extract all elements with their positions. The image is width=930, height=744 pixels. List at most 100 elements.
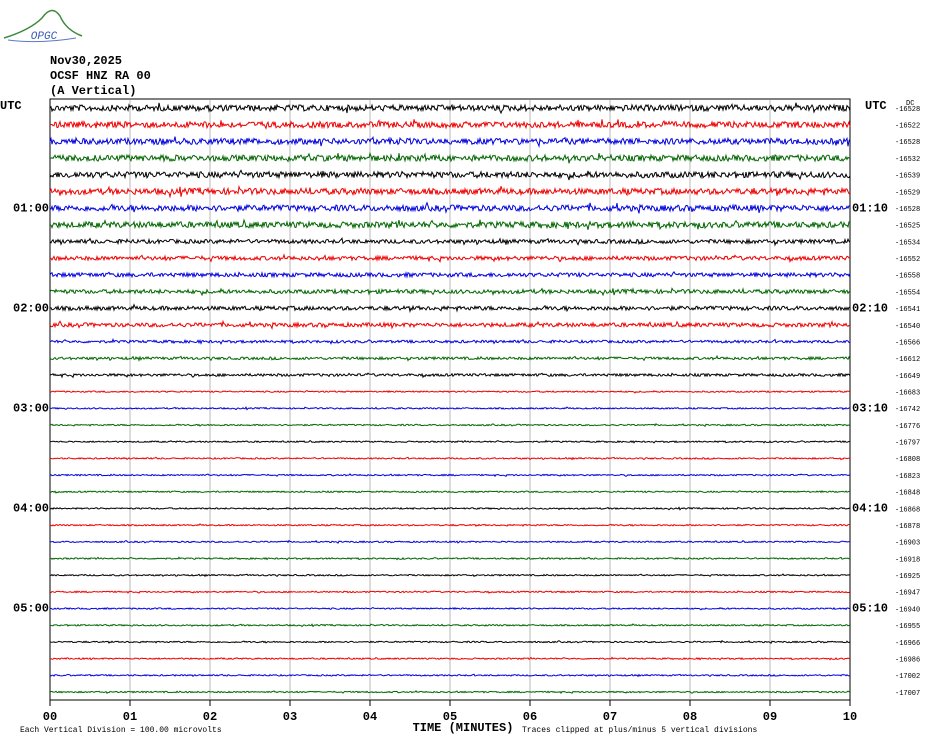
trace (49, 556, 851, 561)
trace (49, 606, 851, 611)
trace-offset: -16947 (895, 590, 920, 598)
trace (49, 590, 851, 594)
trace (49, 201, 851, 215)
dc-label: DC (906, 100, 914, 108)
trace (49, 337, 851, 345)
trace (49, 169, 851, 181)
hour-label: 03:00 (13, 402, 49, 416)
trace-offset: -16534 (895, 239, 920, 247)
x-tick-label: 06 (523, 710, 537, 724)
hour-label-right: 02:10 (852, 301, 888, 315)
x-tick-label: 07 (603, 710, 617, 724)
trace (49, 406, 851, 411)
hour-label-right: 04:10 (852, 502, 888, 516)
trace-offset: -16529 (895, 189, 920, 197)
trace-offset: -16552 (895, 256, 920, 264)
trace-offset: -16940 (895, 606, 920, 614)
trace (49, 573, 851, 578)
trace (49, 372, 851, 379)
logo-text: OPGC (31, 31, 58, 43)
utc-right: UTC (865, 99, 887, 113)
trace (49, 623, 851, 628)
x-tick-label: 03 (283, 710, 297, 724)
hour-label-right: 03:10 (852, 402, 888, 416)
trace-offset: -16525 (895, 223, 920, 231)
x-tick-label: 05 (443, 710, 457, 724)
trace (49, 673, 851, 678)
trace (49, 287, 851, 297)
trace (49, 506, 851, 511)
trace (49, 237, 851, 247)
trace-offset: -16903 (895, 540, 920, 548)
trace-offset: -16878 (895, 523, 920, 531)
x-tick-label: 09 (763, 710, 777, 724)
trace-offset: -16532 (895, 156, 920, 164)
trace (49, 218, 851, 231)
footer-left: Each Vertical Division = 100.00 microvol… (20, 726, 222, 735)
trace-offset: -16566 (895, 339, 920, 347)
station: OCSF HNZ RA 00 (50, 69, 151, 83)
date: Nov30,2025 (50, 54, 122, 68)
trace-offset: -17002 (895, 673, 920, 681)
trace (49, 253, 851, 264)
trace-offset: -16986 (895, 656, 920, 664)
hour-label: 05:00 (13, 602, 49, 616)
x-tick-label: 10 (843, 710, 857, 724)
trace-offset: -16649 (895, 373, 920, 381)
trace (49, 439, 851, 444)
hour-label: 02:00 (13, 301, 49, 315)
trace (49, 119, 851, 130)
x-tick-label: 00 (43, 710, 57, 724)
trace-offset: -16823 (895, 473, 920, 481)
trace (49, 354, 851, 363)
trace-offset: -16554 (895, 289, 920, 297)
trace-offset: -16868 (895, 506, 920, 514)
trace (49, 473, 851, 478)
trace-offset: -16528 (895, 139, 920, 147)
utc-left: UTC (0, 99, 22, 113)
hour-label-right: 05:10 (852, 602, 888, 616)
trace-offset: -16918 (895, 556, 920, 564)
trace (49, 136, 851, 148)
x-tick-label: 08 (683, 710, 697, 724)
trace (49, 656, 851, 661)
hour-label: 01:00 (13, 201, 49, 215)
x-tick-label: 04 (363, 710, 377, 724)
trace-offset: -16612 (895, 356, 920, 364)
trace (49, 319, 850, 331)
trace (49, 490, 850, 494)
trace-offset: -16925 (895, 573, 920, 581)
trace-offset: -16539 (895, 173, 920, 181)
trace-offset: -16742 (895, 406, 920, 414)
trace-offset: -16528 (895, 206, 920, 214)
trace-offset: -16966 (895, 640, 920, 648)
trace-offset: -16848 (895, 490, 920, 498)
trace (49, 270, 851, 279)
trace-offset: -16683 (895, 390, 920, 398)
trace-offset: -16797 (895, 440, 920, 448)
trace (49, 456, 851, 461)
trace-offset: -16558 (895, 273, 920, 281)
x-tick-label: 01 (123, 710, 137, 724)
trace-offset: -16522 (895, 123, 920, 131)
trace (50, 539, 851, 544)
trace (49, 102, 851, 115)
trace (49, 523, 850, 528)
trace (49, 184, 851, 199)
component: (A Vertical) (50, 84, 136, 98)
footer-right: Traces clipped at plus/minus 5 vertical … (522, 726, 757, 735)
x-title: TIME (MINUTES) (413, 721, 514, 735)
trace (49, 151, 851, 164)
trace-offset: -16541 (895, 306, 920, 314)
x-tick-label: 02 (203, 710, 217, 724)
trace (49, 423, 851, 428)
trace (49, 690, 851, 694)
trace-offset: -16955 (895, 623, 920, 631)
logo: OPGC (3, 9, 83, 43)
hour-label: 04:00 (13, 502, 49, 516)
hour-label-right: 01:10 (852, 201, 888, 215)
trace-offset: -16776 (895, 423, 920, 431)
trace (49, 303, 851, 314)
trace-offset: -16540 (895, 323, 920, 331)
